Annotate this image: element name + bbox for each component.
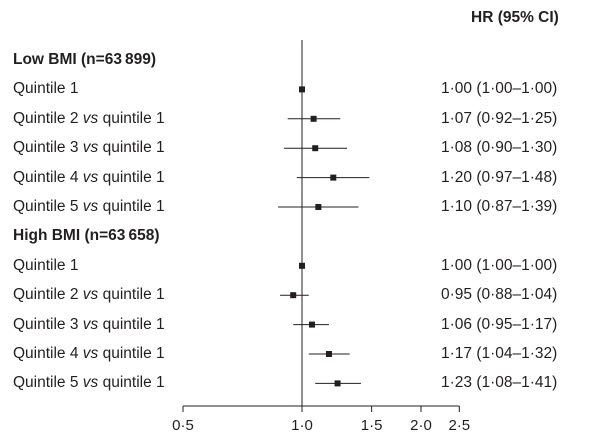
row-label-ref: quintile 1 xyxy=(102,345,165,362)
row-label-main: Quintile 1 xyxy=(13,256,79,274)
row-label-main: Quintile 4 xyxy=(13,168,79,186)
group-title: Low BMI (n=63 899) xyxy=(13,51,157,68)
row-label: Quintile 2 vs quintile 1 xyxy=(13,286,165,304)
row-label: Quintile 3 vs quintile 1 xyxy=(13,139,165,157)
hr-ci-value: 1·00 (1·00–1·00) xyxy=(441,80,558,98)
hr-ci-value: 1·08 (0·90–1·30) xyxy=(441,139,558,157)
row-label-main: Quintile 4 xyxy=(13,345,79,362)
row-label-vs: vs xyxy=(82,315,99,333)
row-label-vs: vs xyxy=(82,374,99,392)
row-label-vs: vs xyxy=(82,286,99,304)
hr-ci-value: 1·17 (1·04–1·32) xyxy=(441,345,558,362)
hr-ci-value: 0·95 (0·88–1·04) xyxy=(441,286,558,304)
row-label-vs: vs xyxy=(82,345,99,362)
x-tick-label: 2·0 xyxy=(410,417,432,434)
group-title: High BMI (n=63 658) xyxy=(13,227,160,245)
hr-ci-value: 1·07 (0·92–1·25) xyxy=(441,109,558,127)
ci-column-header: HR (95% CI) xyxy=(471,9,559,26)
row-label-main: Quintile 1 xyxy=(13,80,79,98)
hr-point xyxy=(330,174,337,181)
row-label-main: Quintile 5 xyxy=(13,374,79,392)
row-label-main: Quintile 3 xyxy=(13,139,79,157)
hr-ci-value: 1·20 (0·97–1·48) xyxy=(441,168,558,186)
row-label: Quintile 4 vs quintile 1 xyxy=(13,169,165,187)
x-tick-label: 0·5 xyxy=(172,417,194,434)
hr-point xyxy=(334,380,341,387)
hr-point xyxy=(315,204,322,210)
hr-point xyxy=(325,351,332,357)
row-label-main: Quintile 5 xyxy=(13,198,79,215)
row-label: Quintile 2 vs quintile 1 xyxy=(13,110,165,128)
row-label-ref: quintile 1 xyxy=(102,139,165,157)
hr-point xyxy=(312,145,319,152)
row-label-main: Quintile 2 xyxy=(13,109,79,127)
hr-ci-value: 1·10 (0·87–1·39) xyxy=(441,198,558,215)
row-label: Quintile 3 vs quintile 1 xyxy=(13,316,165,334)
row-label: Quintile 1 xyxy=(13,80,78,98)
row-label-vs: vs xyxy=(82,198,99,215)
hr-point xyxy=(290,292,297,299)
row-label-vs: vs xyxy=(82,168,99,186)
x-tick-label: 1·5 xyxy=(361,417,383,434)
row-label-vs: vs xyxy=(82,109,99,127)
x-tick-label: 2·5 xyxy=(448,417,470,434)
row-label-main: Quintile 2 xyxy=(13,286,79,304)
x-tick-label: 1·0 xyxy=(291,417,313,434)
hr-ci-value: 1·06 (0·95–1·17) xyxy=(441,315,558,333)
row-label-vs: vs xyxy=(82,139,99,157)
row-label-ref: quintile 1 xyxy=(102,286,165,304)
row-label: Quintile 4 vs quintile 1 xyxy=(13,345,165,363)
row-label-ref: quintile 1 xyxy=(102,374,165,392)
hr-point xyxy=(309,321,316,328)
row-label-ref: quintile 1 xyxy=(102,198,165,215)
hr-ci-value: 1·00 (1·00–1·00) xyxy=(441,256,558,274)
row-label-ref: quintile 1 xyxy=(102,315,165,333)
row-label: Quintile 5 vs quintile 1 xyxy=(13,374,165,392)
row-label-main: Quintile 3 xyxy=(13,315,79,333)
hr-ci-value: 1·23 (1·08–1·41) xyxy=(441,374,558,392)
row-label-ref: quintile 1 xyxy=(102,109,165,127)
row-label-ref: quintile 1 xyxy=(102,168,165,186)
hr-point xyxy=(310,115,317,122)
row-label: Quintile 5 vs quintile 1 xyxy=(13,198,165,216)
row-label: Quintile 1 xyxy=(13,257,78,275)
